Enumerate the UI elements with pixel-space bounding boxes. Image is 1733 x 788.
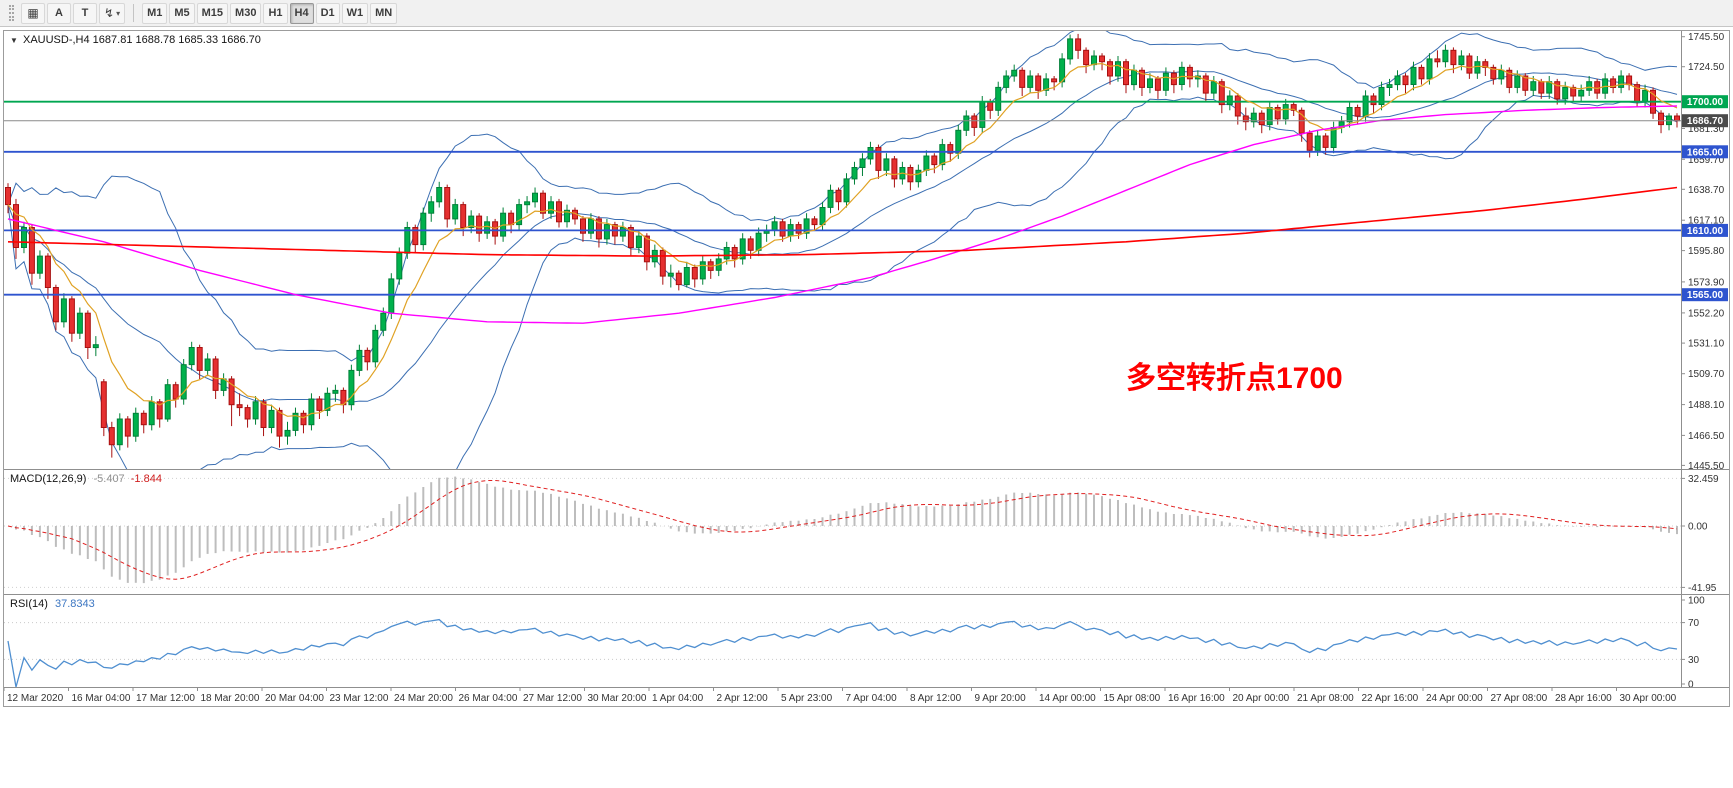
candles-layer [5,33,1680,458]
rsi-line [7,618,1678,687]
x-axis-label: 16 Mar 04:00 [72,693,131,704]
rsi-axis-tick: 30 [1688,655,1700,666]
timeframes-toolbar: ▦ A T ↯ ▾ M1 M5 M15 M30 H1 H4 D1 W1 MN [0,0,1733,27]
x-axis-label: 9 Apr 20:00 [975,693,1027,704]
x-axis-label: 27 Apr 08:00 [1491,693,1548,704]
x-axis-label: 2 Apr 12:00 [717,693,769,704]
y-axis-tick: 1681.30 [1688,124,1725,135]
x-axis-label: 20 Apr 00:00 [1233,693,1290,704]
macd-pane[interactable]: MACD(12,26,9) -5.407 -1.844 32.459 0.00 -4… [4,469,1729,594]
x-axis-label: 5 Apr 23:00 [781,693,833,704]
macd-value-signal: -1.844 [130,473,162,485]
x-axis-label: 17 Mar 12:00 [136,693,195,704]
x-axis-label: 15 Apr 08:00 [1104,693,1161,704]
x-axis-label: 24 Mar 20:00 [394,693,453,704]
current-price-label: 1686.70 [1687,116,1724,127]
price-level-label: 1610.00 [1687,226,1724,237]
price-level-label: 1700.00 [1687,97,1724,108]
x-axis-label: 18 Mar 20:00 [201,693,260,704]
x-axis-label: 14 Apr 00:00 [1039,693,1096,704]
x-axis-label: 7 Apr 04:00 [846,693,898,704]
chart-title: ▼ XAUUSD-,H4 1687.81 1688.78 1685.33 168… [10,34,261,46]
macd-axis-tick: 0.00 [1688,522,1708,533]
y-axis-tick: 1466.50 [1688,431,1725,442]
macd-signal-line [7,480,1678,580]
y-axis-tick: 1509.70 [1688,369,1725,380]
timeframe-button-mn[interactable]: MN [370,2,398,24]
price-axis[interactable]: 1745.50 1724.50 1681.30 1659.70 1638.70 1617.… [1681,31,1728,469]
y-axis-tick: 1445.50 [1688,461,1725,469]
x-axis-label: 28 Apr 16:00 [1555,693,1612,704]
chart-title-ohlc: 1687.81 1688.78 1685.33 1686.70 [92,34,261,46]
x-axis-label: 20 Mar 04:00 [265,693,324,704]
chart-window: ▼ XAUUSD-,H4 1687.81 1688.78 1685.33 168… [3,30,1730,707]
y-axis-tick: 1595.80 [1688,246,1725,257]
time-axis[interactable]: 12 Mar 2020 16 Mar 04:00 17 Mar 12:00 18 Ma… [4,687,1729,706]
text-tool-button[interactable]: T [73,2,97,24]
toolbar-grip[interactable] [9,5,14,21]
x-axis-label: 16 Apr 16:00 [1168,693,1225,704]
symbol-marker-icon: ▼ [10,36,18,45]
macd-histogram [15,476,1678,584]
timeframe-button-w1[interactable]: W1 [341,2,369,24]
timeframe-buttons: M1 M5 M15 M30 H1 H4 D1 W1 MN [142,2,398,24]
y-axis-tick: 1531.10 [1688,339,1725,350]
y-axis-tick: 1488.10 [1688,400,1725,411]
y-axis-tick: 1745.50 [1688,32,1725,43]
timeframe-button-m15[interactable]: M15 [196,2,229,24]
x-axis-label: 24 Apr 00:00 [1426,693,1483,704]
x-axis-label: 26 Mar 04:00 [459,693,518,704]
macd-axis[interactable]: 32.459 0.00 -41.95 [1681,470,1719,594]
x-axis-label: 12 Mar 2020 [7,693,64,704]
annotation-text: 多空转折点1700 [1126,362,1343,395]
rsi-name: RSI(14) [10,598,48,610]
x-axis-label: 23 Mar 12:00 [330,693,389,704]
moving-averages [7,62,1678,419]
y-axis-tick: 1552.20 [1688,308,1725,319]
x-axis-label: 27 Mar 12:00 [523,693,582,704]
rsi-value: 37.8343 [54,598,95,610]
x-axis-label: 8 Apr 12:00 [910,693,962,704]
rsi-axis-tick: 100 [1688,596,1705,607]
rsi-pane[interactable]: RSI(14) 37.8343 100 70 30 0 [4,594,1729,687]
crosshair-icon: ↯ [104,6,115,20]
macd-axis-tick: 32.459 [1688,474,1719,485]
bollinger-bands [7,31,1678,469]
rsi-axis-tick: 0 [1688,680,1694,688]
timeframe-button-m5[interactable]: M5 [169,2,195,24]
y-axis-tick: 1638.70 [1688,185,1725,196]
price-level-lines[interactable] [4,100,1681,296]
y-axis-tick: 1724.50 [1688,62,1725,73]
toolbar-separator [133,4,135,22]
price-level-label: 1665.00 [1687,147,1724,158]
x-axis-label: 22 Apr 16:00 [1362,693,1419,704]
rsi-axis-tick: 70 [1688,618,1700,629]
price-pane[interactable]: ▼ XAUUSD-,H4 1687.81 1688.78 1685.33 168… [4,31,1729,469]
macd-value-main: -5.407 [93,473,125,485]
cursor-tool-button[interactable]: A [47,2,71,24]
timeframe-button-m1[interactable]: M1 [142,2,168,24]
timeframe-button-m30[interactable]: M30 [230,2,262,24]
price-level-label: 1565.00 [1687,290,1724,301]
rsi-axis[interactable]: 100 70 30 0 [1681,595,1705,687]
chart-title-symbol: XAUUSD-,H4 [22,34,90,46]
terminal-window: ▦ A T ↯ ▾ M1 M5 M15 M30 H1 H4 D1 W1 MN ▼ XAUUSD-… [0,0,1733,707]
timeframe-button-d1[interactable]: D1 [315,2,340,24]
x-axis-label: 21 Apr 08:00 [1297,693,1354,704]
x-axis-label: 30 Mar 20:00 [588,693,647,704]
macd-name: MACD(12,26,9) [10,473,87,485]
timeframe-button-h4[interactable]: H4 [289,2,314,24]
macd-axis-tick: -41.95 [1688,583,1717,594]
macd-label: MACD(12,26,9) -5.407 -1.844 [10,473,162,485]
x-axis-label: 30 Apr 00:00 [1620,693,1677,704]
timeframe-button-h1[interactable]: H1 [263,2,288,24]
crosshair-dropdown-button[interactable]: ↯ ▾ [99,2,126,24]
chart-windows-icon[interactable]: ▦ [21,2,45,24]
y-axis-tick: 1659.70 [1688,155,1725,166]
x-axis-label: 1 Apr 04:00 [652,693,704,704]
rsi-label: RSI(14) 37.8343 [10,598,95,610]
chevron-down-icon: ▾ [116,8,121,18]
y-axis-tick: 1573.90 [1688,277,1725,288]
y-axis-tick: 1617.10 [1688,216,1725,227]
